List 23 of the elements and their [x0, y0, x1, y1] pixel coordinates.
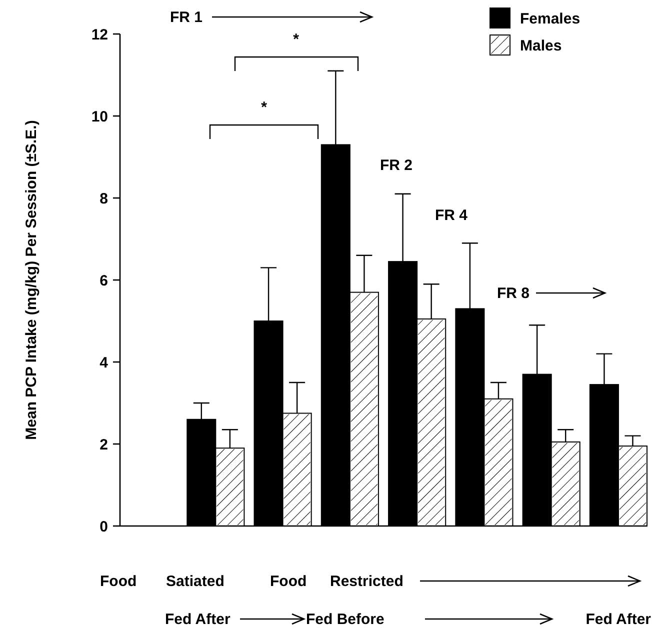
- text: Fed After: [586, 611, 652, 628]
- y-tick-label: 4: [100, 354, 109, 372]
- y-tick-label: 10: [91, 108, 108, 126]
- y-axis-title: Mean PCP Intake (mg/kg) Per Session (±S.E.): [23, 120, 40, 440]
- y-tick-label: 2: [100, 436, 108, 454]
- legend-label: Males: [520, 37, 562, 54]
- text: Fed Before: [306, 611, 384, 628]
- text: Fed After: [165, 611, 230, 628]
- annotation: FR 8: [497, 285, 530, 302]
- annotation: *: [293, 31, 300, 48]
- annotation: FR 2: [380, 157, 413, 174]
- y-tick-label: 12: [91, 26, 108, 44]
- y-tick-label: 8: [100, 190, 108, 208]
- text: Satiated: [166, 573, 224, 590]
- annotation: FR 4: [435, 207, 468, 224]
- legend-label: Females: [520, 10, 580, 28]
- text: Food: [100, 573, 137, 590]
- text: FR 1: [170, 9, 203, 26]
- annotation: *: [261, 99, 268, 116]
- y-tick-label: 0: [100, 518, 108, 536]
- y-tick-label: 6: [100, 272, 108, 290]
- text: Restricted: [330, 573, 404, 590]
- text: Food: [270, 573, 307, 590]
